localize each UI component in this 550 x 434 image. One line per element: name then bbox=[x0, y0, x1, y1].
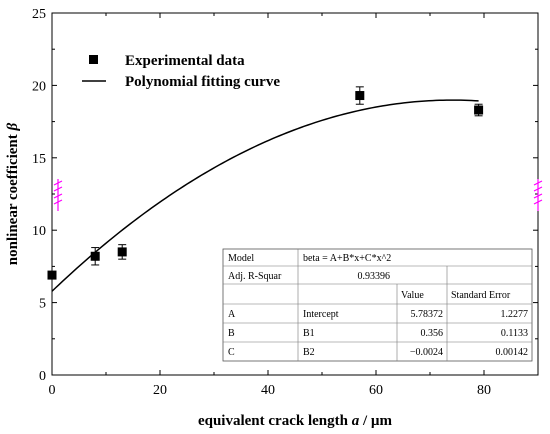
fit-table-param-value: 5.78372 bbox=[411, 309, 444, 320]
x-tick-label: 80 bbox=[477, 383, 491, 398]
fit-table-model-label: Model bbox=[228, 253, 254, 264]
fit-table-param: B bbox=[228, 328, 235, 339]
fit-table-param-name: B2 bbox=[303, 347, 315, 358]
fit-table-param: A bbox=[228, 309, 236, 320]
fit-table-header-value: Value bbox=[401, 290, 424, 301]
data-points bbox=[47, 86, 484, 280]
fit-table-header-error: Standard Error bbox=[451, 290, 511, 301]
break-line bbox=[53, 193, 63, 199]
axis-break-right bbox=[533, 179, 543, 211]
x-axis-title-unit: / µm bbox=[359, 413, 392, 429]
y-axis-title: nonlinear coefficient β bbox=[5, 122, 21, 265]
fit-table-r2-label: Adj. R-Squar bbox=[228, 271, 282, 282]
x-tick-label: 60 bbox=[369, 383, 383, 398]
fit-table-model-value: beta = A+B*x+C*x^2 bbox=[303, 253, 391, 264]
x-tick-label: 0 bbox=[49, 383, 56, 398]
y-axis-title-variable: β bbox=[5, 122, 21, 131]
fit-table-r2-value: 0.93396 bbox=[358, 271, 391, 282]
fit-table-frame bbox=[222, 248, 533, 362]
fit-table-param-value: −0.0024 bbox=[410, 347, 443, 358]
fit-table-param-error: 0.00142 bbox=[496, 347, 529, 358]
fit-table-param-name: Intercept bbox=[303, 309, 339, 320]
fit-table: Model beta = A+B*x+C*x^2 Adj. R-Squar 0.… bbox=[222, 248, 533, 362]
x-axis-title-prefix: equivalent crack length bbox=[198, 413, 352, 429]
data-point bbox=[47, 270, 57, 280]
legend-label-fit: Polynomial fitting curve bbox=[125, 74, 280, 90]
break-line bbox=[533, 199, 543, 205]
break-line bbox=[533, 186, 543, 192]
y-axis-title-prefix: nonlinear coefficient bbox=[5, 130, 21, 265]
y-tick-label: 5 bbox=[39, 297, 46, 312]
x-tick-label: 40 bbox=[261, 383, 275, 398]
break-line bbox=[53, 199, 63, 205]
axis-ticks bbox=[51, 12, 538, 376]
fit-table-param-error: 0.1133 bbox=[501, 328, 528, 339]
tick-labels: 0 20 40 60 80 0 5 10 15 20 25 bbox=[32, 7, 491, 398]
fit-table-param: C bbox=[228, 347, 235, 358]
fit-table-param-name: B1 bbox=[303, 328, 315, 339]
y-tick-label: 20 bbox=[32, 79, 46, 94]
fit-table-param-value: 0.356 bbox=[421, 328, 444, 339]
break-line bbox=[53, 180, 63, 186]
x-tick-label: 20 bbox=[153, 383, 167, 398]
break-line bbox=[53, 186, 63, 192]
break-line bbox=[533, 180, 543, 186]
y-tick-label: 0 bbox=[39, 369, 46, 384]
data-point bbox=[355, 91, 365, 101]
data-point bbox=[117, 247, 127, 257]
x-axis-title: equivalent crack length a / µm bbox=[198, 413, 393, 429]
fit-table-grid bbox=[223, 249, 532, 361]
legend-marker bbox=[89, 55, 98, 64]
y-tick-label: 10 bbox=[32, 224, 46, 239]
data-point bbox=[90, 251, 100, 261]
break-line bbox=[533, 193, 543, 199]
axis-break-left bbox=[53, 179, 63, 211]
data-point bbox=[474, 105, 484, 115]
legend: Experimental data Polynomial fitting cur… bbox=[82, 53, 280, 90]
legend-label-experimental: Experimental data bbox=[125, 53, 245, 69]
fit-table-param-error: 1.2277 bbox=[501, 309, 529, 320]
y-tick-label: 25 bbox=[32, 7, 46, 22]
x-axis-title-variable: a bbox=[352, 413, 360, 429]
fit-curve bbox=[51, 99, 479, 292]
y-tick-label: 15 bbox=[32, 152, 46, 167]
